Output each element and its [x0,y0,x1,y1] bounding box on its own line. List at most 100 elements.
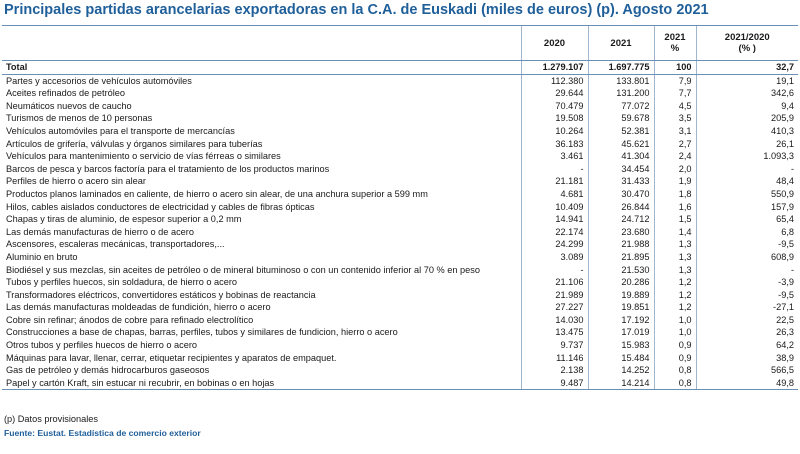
table-row: Transformadores eléctricos, convertidore… [2,288,798,302]
header-share: 2021% [653,25,696,61]
share-percent: 1,0 [653,326,696,340]
value-2020: 10.409 [520,200,588,214]
share-percent: 2,7 [653,137,696,151]
table-row: Las demás manufacturas de hierro o de ac… [2,225,798,239]
value-2021: 21.988 [587,238,654,251]
footnote: (p) Datos provisionales [4,414,98,424]
table-row: Neumáticos nuevos de caucho 70.479 77.072 4… [2,99,798,113]
value-2020: 10.264 [520,124,588,138]
value-2021: 21.530 [587,263,654,277]
table-row: Aluminio en bruto 3.089 21.895 1,3 608,9 [2,250,798,264]
value-2021: 31.433 [587,175,654,188]
value-2021: 15.983 [587,339,654,352]
variation-percent: -27,1 [695,301,798,314]
variation-percent: 608,9 [695,250,798,264]
value-2021: 77.072 [587,99,654,113]
share-percent: 1,3 [653,238,696,251]
variation-percent: 26,3 [695,326,798,340]
variation-percent: 342,6 [695,87,798,100]
table-row: Gas de petróleo y demás hidrocarburos ga… [2,364,798,377]
share-percent: 1,4 [653,225,696,239]
share-percent: 3,1 [653,124,696,138]
row-label: Máquinas para lavar, llenar, cerrar, eti… [6,352,337,363]
value-2020: 21.106 [520,276,588,289]
variation-percent: 48,4 [695,175,798,188]
table-row: Chapas y tiras de aluminio, de espesor s… [2,213,798,226]
row-label: Otros tubos y perfiles huecos de hierro … [6,340,197,351]
value-2020: 21.989 [520,288,588,302]
row-label: Total [2,60,521,75]
variation-percent: 550,9 [695,187,798,201]
header-label [2,25,521,61]
variation-percent: 157,9 [695,200,798,214]
value-2020: 3.089 [520,250,588,264]
value-2021: 52.381 [587,124,654,138]
value-2021: 45.621 [587,137,654,151]
value-2021: 41.304 [587,150,654,163]
row-label: Chapas y tiras de aluminio, de espesor s… [6,214,242,225]
share-percent: 1,3 [653,250,696,264]
header-row: 2020 2021 2021% 2021/2020 (% ) [2,25,798,61]
row-label: Artículos de grifería, válvulas y órgano… [6,138,263,149]
header-variation: 2021/2020 (% ) [695,25,798,61]
table-row: Turismos de menos de 10 personas 19.508 59… [2,112,798,125]
row-label: Vehículos para mantenimiento o servicio … [6,151,281,162]
value-2020: 27.227 [520,301,588,314]
variation-percent: - [695,263,798,277]
page-title: Principales partidas arancelarias export… [4,2,709,18]
value-2020: 11.146 [520,351,588,365]
value-2020: 22.174 [520,225,588,239]
variation-percent: -9,5 [695,288,798,302]
row-label: Gas de petróleo y demás hidrocarburos ga… [6,365,210,376]
row-label: Construcciones a base de chapas, barras,… [6,327,398,338]
table-row: Productos planos laminados en caliente, … [2,187,798,201]
value-2020: 2.138 [520,364,588,377]
value-2021: 34.454 [587,162,654,176]
table-row: Perfiles de hierro o acero sin alear 21.1… [2,175,798,188]
value-2020: 4.681 [520,187,588,201]
exports-table: 2020 2021 2021% 2021/2020 (% ) Total 1.27… [2,25,798,391]
row-label: Aceites refinados de petróleo [6,88,126,99]
variation-percent: 566,5 [695,364,798,377]
value-2020: 9.487 [520,376,588,391]
value-2021: 23.680 [587,225,654,239]
variation-percent: - [695,162,798,176]
share-percent: 1,5 [653,213,696,226]
value-2021: 133.801 [587,74,654,88]
variation-percent: 6,8 [695,225,798,239]
row-label: Ascensores, escaleras mecánicas, transpo… [6,239,225,250]
value-2021: 20.286 [587,276,654,289]
variation-percent: 38,9 [695,351,798,365]
variation-percent: 22,5 [695,313,798,327]
table-row: Tubos y perfiles huecos, sin soldadura, … [2,276,798,289]
value-2021: 14.252 [587,364,654,377]
variation-percent: 64,2 [695,339,798,352]
table-row: Papel y cartón Kraft, sin estucar ni rec… [2,376,798,391]
value-2020: 14.941 [520,213,588,226]
share-percent: 1,2 [653,288,696,302]
row-label: Hilos, cables aislados conductores de el… [6,201,315,212]
share-percent: 0,9 [653,339,696,352]
share-percent: 3,5 [653,112,696,125]
table-row: Partes y accesorios de vehículos automóv… [2,74,798,88]
row-label: Barcos de pesca y barcos factoría para e… [6,163,330,174]
value-2021: 59.678 [587,112,654,125]
value-2021: 19.889 [587,288,654,302]
variation-percent: 1.093,3 [695,150,798,163]
row-label: Tubos y perfiles huecos, sin soldadura, … [6,277,238,288]
table-row: Barcos de pesca y barcos factoría para e… [2,162,798,176]
value-2020: 70.479 [520,99,588,113]
value-2021: 1.697.775 [587,60,654,75]
table-row: Aceites refinados de petróleo 29.644 131.2… [2,87,798,100]
value-2021: 26.844 [587,200,654,214]
variation-percent: 410,3 [695,124,798,138]
value-2021: 17.192 [587,313,654,327]
value-2021: 17.019 [587,326,654,340]
header-2021: 2021 [587,25,654,61]
value-2020: - [520,263,588,277]
share-percent: 0,9 [653,351,696,365]
value-2020: 112.380 [520,74,588,88]
table-row: Ascensores, escaleras mecánicas, transpo… [2,238,798,251]
value-2021: 21.895 [587,250,654,264]
value-2020: 9.737 [520,339,588,352]
